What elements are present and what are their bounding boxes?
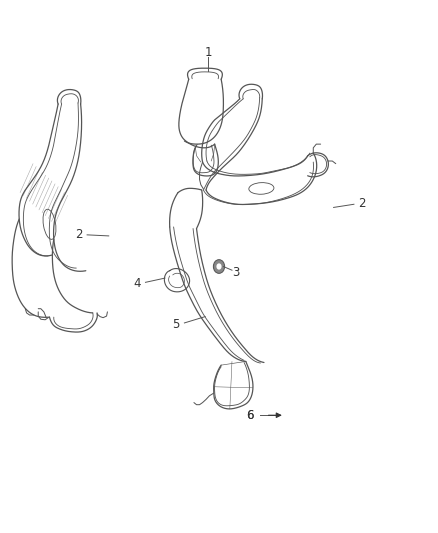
Text: 6: 6: [247, 409, 254, 422]
Text: 6: 6: [247, 409, 254, 422]
Text: 4: 4: [133, 277, 141, 290]
Circle shape: [213, 260, 225, 273]
Text: 5: 5: [172, 318, 180, 331]
Text: 2: 2: [358, 197, 365, 209]
Circle shape: [216, 263, 222, 270]
Text: 2: 2: [75, 228, 82, 241]
Text: 3: 3: [232, 266, 239, 279]
Text: 1: 1: [205, 46, 212, 59]
